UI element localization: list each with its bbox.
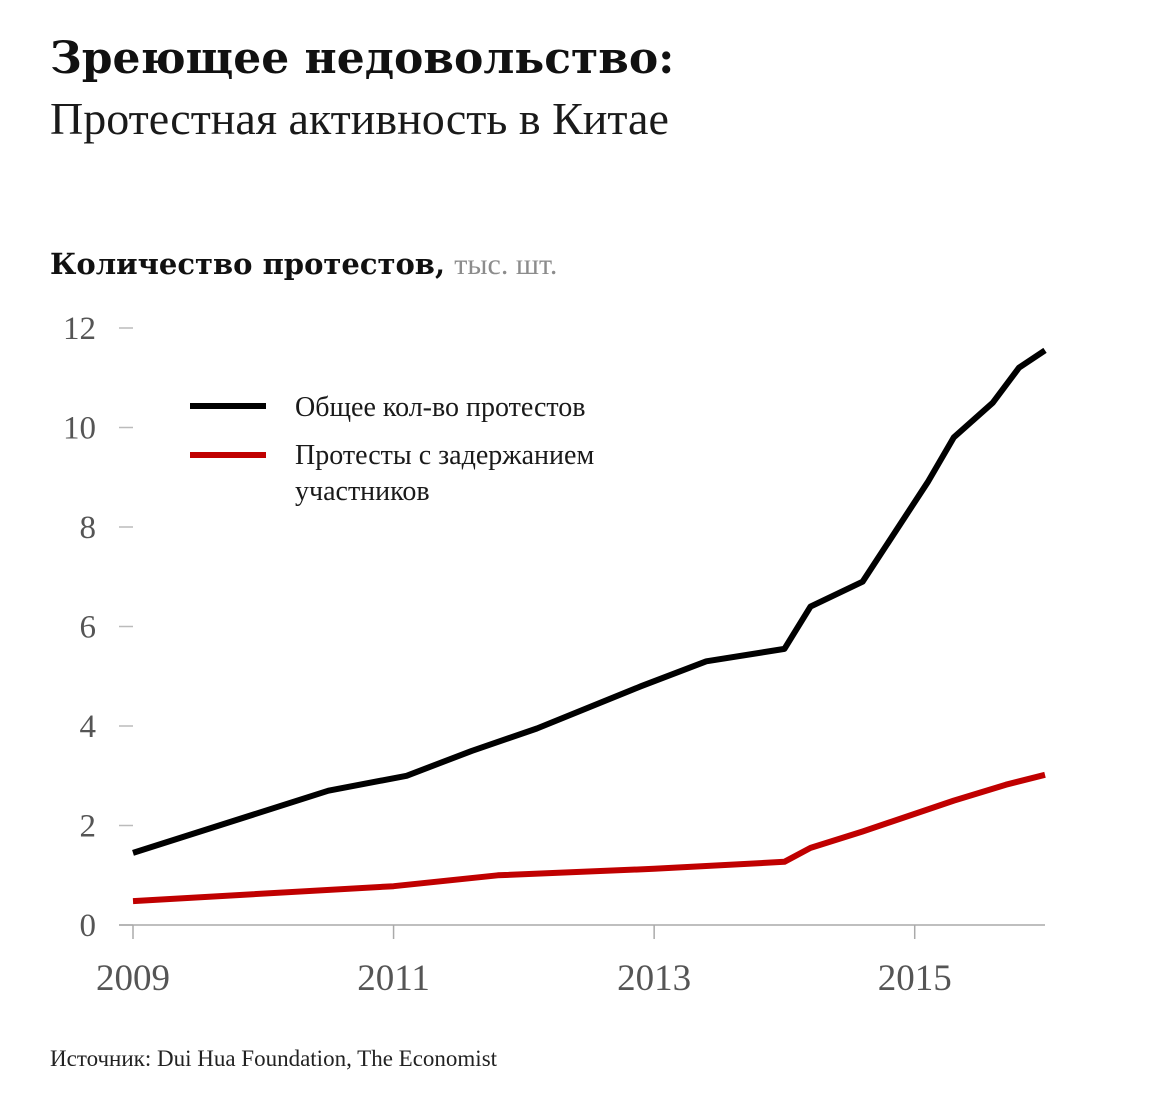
series-line-detained [132,771,1046,905]
legend: Общее кол-во протестов Протесты с задержа… [190,392,594,507]
y-axis-unit: тыс. шт. [454,248,558,281]
chart-subtitle: Протестная активность в Китае [50,93,669,144]
x-tick-label: 2009 [96,958,170,999]
y-tick-label: 6 [80,610,97,646]
x-tick-label: 2013 [617,958,691,999]
x-tick-label: 2015 [878,958,952,999]
chart-title: Зреющее недовольство: [50,33,675,84]
source-note: Источник: Dui Hua Foundation, The Econom… [50,1046,498,1071]
y-tick-label: 12 [63,311,96,347]
legend-label: Общее кол-во протестов [295,392,586,423]
x-tick-label: 2011 [357,958,430,999]
legend-label: Протесты с задержанием [295,440,594,471]
y-axis: 0 2 4 6 8 10 12 [63,311,133,944]
series-lines [132,347,1047,905]
y-tick-label: 0 [80,908,97,944]
y-axis-title: Количество протестов, тыс. шт. [50,242,557,287]
y-tick-label: 8 [80,510,97,546]
series-line-total [132,347,1047,856]
y-tick-label: 4 [80,709,97,745]
y-tick-label: 2 [80,809,97,845]
y-axis-label: Количество протестов, [50,247,446,281]
x-axis: 2009 2011 2013 2015 [96,924,1045,999]
y-tick-label: 10 [63,411,96,447]
legend-label: участников [295,476,430,507]
